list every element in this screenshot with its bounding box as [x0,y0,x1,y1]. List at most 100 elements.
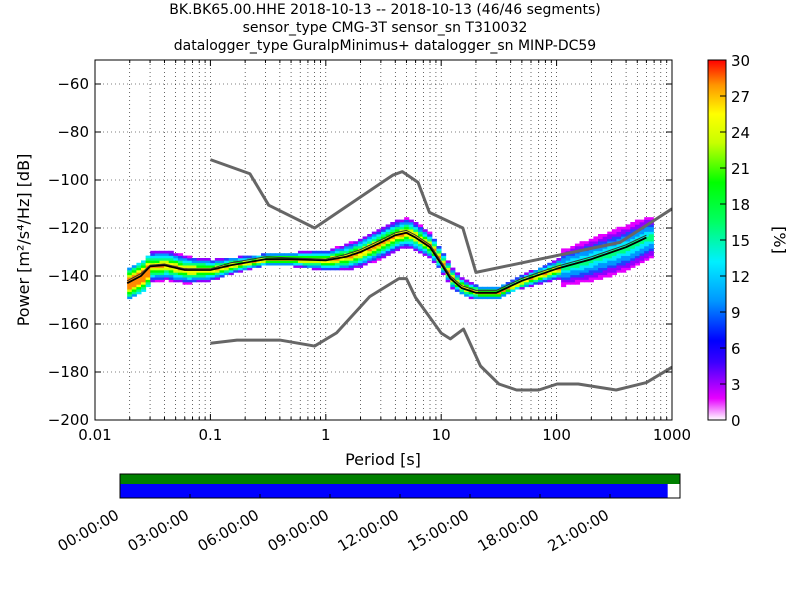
psd-cell [288,255,294,259]
psd-cell [270,260,276,264]
psd-cell [556,265,562,268]
psd-cell [611,229,617,232]
psd-cell [311,253,317,256]
psd-cell [505,289,511,292]
psd-cell [468,294,474,297]
psd-cell [182,258,188,261]
psd-cell [284,262,290,266]
psd-cell [390,226,396,230]
psd-cell [625,224,631,228]
psd-cell [556,272,562,276]
psd-cell [639,241,645,244]
psd-cell [454,279,461,283]
psd-cell [404,222,410,225]
psd-cell [339,265,345,268]
psd-cell [561,284,567,288]
psd-cell [551,277,557,280]
psd-cell [454,284,461,288]
psd-cell [561,255,567,259]
psd-cell [399,246,405,249]
psd-cell [237,258,244,261]
psd-cell [136,291,142,295]
psd-cell [630,265,636,268]
psd-cell [196,272,202,276]
psd-cell [348,248,354,252]
psd-cell [644,234,650,237]
psd-cell [644,243,650,247]
psd-cell [427,234,433,237]
psd-cell [579,277,585,280]
psd-cell [625,262,631,266]
psd-cell [210,260,216,264]
psd-cell [344,246,350,249]
psd-cell [150,272,156,276]
psd-cell [639,222,645,225]
psd-cell [154,260,160,264]
psd-cell [468,284,474,288]
psd-cell [330,262,336,266]
psd-cell [261,262,267,266]
psd-cell [630,262,636,266]
psd-cell [168,260,174,264]
psd-cell [588,265,594,268]
psd-cell [154,279,160,283]
psd-cell [648,238,654,242]
psd-cell [371,253,377,256]
psd-cell [464,279,470,283]
psd-cell [441,260,447,264]
psd-cell [607,236,613,240]
psd-cell [611,253,617,256]
psd-cell [579,243,585,247]
psd-cell [145,260,151,264]
psd-cell [371,238,377,242]
psd-cell [630,248,636,252]
psd-cell [293,265,299,268]
psd-cell [177,260,184,264]
psd-cell [644,229,650,232]
psd-cell [381,246,387,249]
psd-cell [201,279,207,283]
psd-cell [357,246,364,249]
psd-cell [621,258,627,261]
psd-cell [404,217,410,220]
psd-cell [394,229,401,232]
psd-cell [191,262,197,266]
psd-cell [270,253,276,256]
psd-cell [510,286,516,290]
psd-cell [274,253,280,256]
psd-cell [519,274,525,278]
psd-cell [205,260,211,264]
psd-cell [399,229,405,232]
psd-cell [565,265,571,268]
psd-cell [381,229,387,232]
psd-cell [561,270,567,273]
psd-cell [339,262,345,266]
psd-cell [621,234,627,237]
psd-cell [150,277,156,280]
psd-cell [228,272,234,276]
timeline-tick-label: 03:00:00 [125,506,192,555]
psd-cell [316,255,322,259]
psd-cell [644,258,650,261]
psd-cell [579,265,585,268]
psd-cell [634,255,641,259]
psd-cell [302,250,308,254]
psd-cell [233,265,239,268]
psd-cell [344,267,350,271]
psd-cell [173,260,179,264]
psd-cell [602,267,608,271]
psd-cell [214,274,220,278]
psd-cell [570,265,576,268]
psd-cell [588,270,594,273]
psd-cell [376,236,382,240]
psd-cell [634,248,641,252]
psd-cell [598,253,604,256]
psd-cell [468,286,474,290]
psd-cell [316,265,322,268]
psd-cell [177,253,184,256]
psd-cell [302,255,308,259]
psd-cell [417,241,424,244]
psd-cell [551,265,557,268]
psd-cell [390,222,396,225]
psd-cell [362,241,368,244]
